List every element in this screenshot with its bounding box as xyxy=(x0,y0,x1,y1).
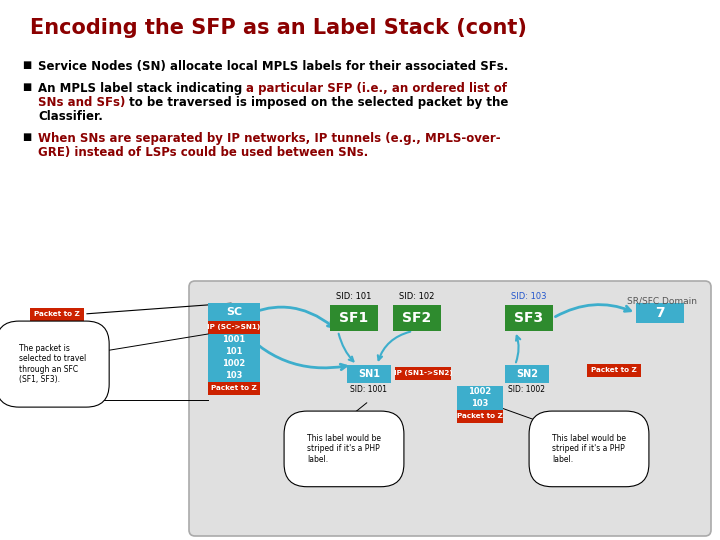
Text: Packet to Z: Packet to Z xyxy=(591,368,637,374)
Text: ■: ■ xyxy=(22,132,31,142)
Text: SID: 103: SID: 103 xyxy=(511,292,546,301)
FancyBboxPatch shape xyxy=(457,410,503,423)
Text: ■: ■ xyxy=(22,60,31,70)
Text: SID: 101: SID: 101 xyxy=(336,292,372,301)
Text: 1002: 1002 xyxy=(469,388,492,396)
FancyBboxPatch shape xyxy=(208,358,260,370)
Text: SID: 1001: SID: 1001 xyxy=(351,385,387,394)
FancyBboxPatch shape xyxy=(208,346,260,358)
Text: IP (SN1->SN2): IP (SN1->SN2) xyxy=(394,370,452,376)
Text: SR/SFC Domain: SR/SFC Domain xyxy=(627,297,697,306)
Text: SF1: SF1 xyxy=(339,311,369,325)
FancyBboxPatch shape xyxy=(393,305,441,331)
FancyBboxPatch shape xyxy=(208,321,260,334)
Text: Packet to Z: Packet to Z xyxy=(34,312,80,318)
FancyBboxPatch shape xyxy=(457,386,503,398)
FancyBboxPatch shape xyxy=(587,364,641,377)
FancyBboxPatch shape xyxy=(457,398,503,410)
FancyBboxPatch shape xyxy=(636,303,684,323)
Text: The packet is
selected to travel
through an SFC
(SF1, SF3).: The packet is selected to travel through… xyxy=(19,344,86,384)
FancyBboxPatch shape xyxy=(505,305,553,331)
Text: SID: 102: SID: 102 xyxy=(400,292,435,301)
Text: Packet to Z: Packet to Z xyxy=(457,414,503,420)
FancyBboxPatch shape xyxy=(208,370,260,382)
FancyBboxPatch shape xyxy=(395,367,451,380)
FancyBboxPatch shape xyxy=(208,334,260,346)
Text: 1002: 1002 xyxy=(222,360,246,368)
Text: GRE) instead of LSPs could be used between SNs.: GRE) instead of LSPs could be used betwe… xyxy=(38,146,368,159)
FancyBboxPatch shape xyxy=(347,365,391,383)
Text: to be traversed is imposed on the selected packet by the: to be traversed is imposed on the select… xyxy=(125,96,509,109)
Text: This label would be
striped if it's a PHP
label.: This label would be striped if it's a PH… xyxy=(552,434,626,464)
FancyBboxPatch shape xyxy=(330,305,378,331)
Text: ■: ■ xyxy=(22,82,31,92)
Text: IP (SC->SN1): IP (SC->SN1) xyxy=(207,325,261,330)
Text: An MPLS label stack indicating: An MPLS label stack indicating xyxy=(38,82,246,95)
Text: Service Nodes (SN) allocate local MPLS labels for their associated SFs.: Service Nodes (SN) allocate local MPLS l… xyxy=(38,60,508,73)
Text: 7: 7 xyxy=(655,306,665,320)
Text: SN1: SN1 xyxy=(358,369,380,379)
Text: SN2: SN2 xyxy=(516,369,538,379)
Text: 1001: 1001 xyxy=(222,335,246,345)
Text: Encoding the SFP as an Label Stack (cont): Encoding the SFP as an Label Stack (cont… xyxy=(30,18,527,38)
Text: Classifier.: Classifier. xyxy=(38,110,103,123)
Text: 101: 101 xyxy=(225,348,243,356)
FancyBboxPatch shape xyxy=(505,365,549,383)
Text: 103: 103 xyxy=(225,372,243,381)
FancyBboxPatch shape xyxy=(189,281,711,536)
FancyBboxPatch shape xyxy=(208,382,260,395)
Text: This label would be
striped if it's a PHP
label.: This label would be striped if it's a PH… xyxy=(307,434,381,464)
Text: SNs and SFs): SNs and SFs) xyxy=(38,96,125,109)
Text: SF2: SF2 xyxy=(402,311,431,325)
Text: SID: 1002: SID: 1002 xyxy=(508,385,546,394)
FancyBboxPatch shape xyxy=(30,308,84,321)
Text: When SNs are separated by IP networks, IP tunnels (e.g., MPLS-over-: When SNs are separated by IP networks, I… xyxy=(38,132,500,145)
Text: SF3: SF3 xyxy=(514,311,544,325)
Text: a particular SFP (i.e., an ordered list of: a particular SFP (i.e., an ordered list … xyxy=(246,82,508,95)
Text: SC: SC xyxy=(226,307,242,317)
Text: 103: 103 xyxy=(472,400,489,408)
Text: Packet to Z: Packet to Z xyxy=(211,386,257,392)
FancyBboxPatch shape xyxy=(208,303,260,321)
